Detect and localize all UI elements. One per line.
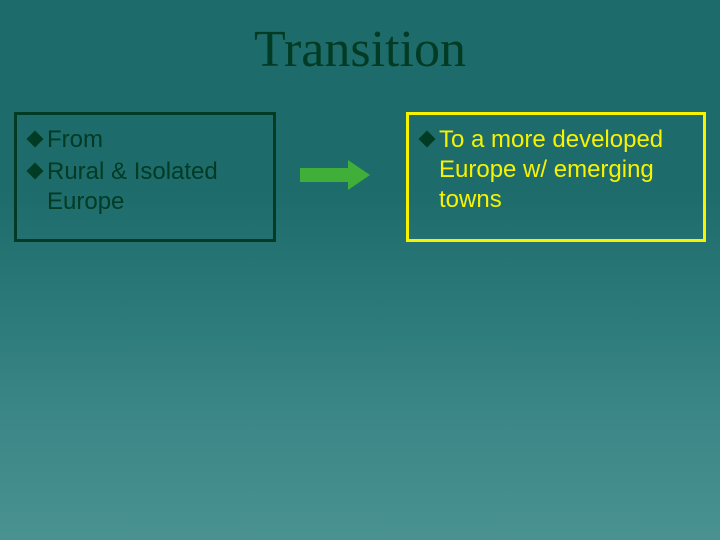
diamond-bullet-icon xyxy=(27,131,44,148)
list-item: To a more developed Europe w/ emerging t… xyxy=(421,125,691,215)
arrow-head xyxy=(348,160,370,190)
diamond-bullet-icon xyxy=(27,163,44,180)
left-content-box: From Rural & Isolated Europe xyxy=(14,112,276,242)
right-content-box: To a more developed Europe w/ emerging t… xyxy=(406,112,706,242)
arrow-icon xyxy=(300,160,380,190)
bullet-text: From xyxy=(47,125,103,155)
list-item: From xyxy=(29,125,261,155)
bullet-text: Rural & Isolated Europe xyxy=(47,157,261,217)
arrow-stem xyxy=(300,168,348,182)
slide-title: Transition xyxy=(0,20,720,79)
list-item: Rural & Isolated Europe xyxy=(29,157,261,217)
bullet-text: To a more developed Europe w/ emerging t… xyxy=(439,125,691,215)
diamond-bullet-icon xyxy=(419,131,436,148)
